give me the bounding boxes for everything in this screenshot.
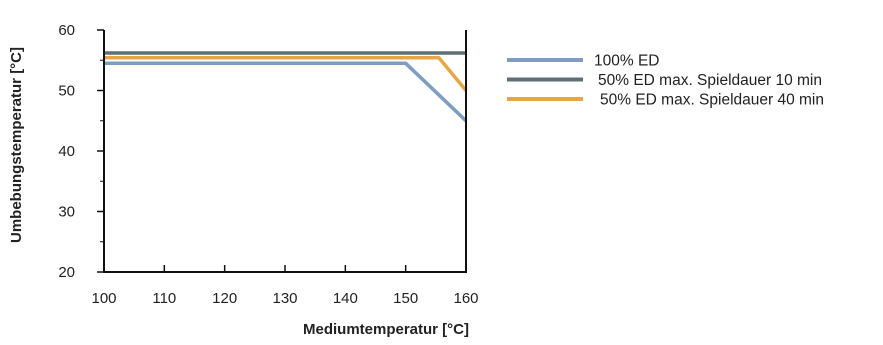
- series-layer: [104, 51, 468, 123]
- labels-layer: 20 30 40 50 60 100 110 120 130 140 150 160: [58, 22, 478, 307]
- series-line-1: [104, 61, 468, 123]
- legend-item: 50% ED max. Spieldauer 10 min: [507, 72, 822, 89]
- series-line-3: [104, 56, 468, 92]
- y-tick-label: 30: [58, 204, 75, 221]
- x-tick-label: 110: [152, 290, 176, 307]
- legend-label: 50% ED max. Spieldauer 10 min: [598, 72, 822, 89]
- y-tick-label: 50: [58, 83, 75, 100]
- ticks-layer: [97, 29, 467, 273]
- x-tick-label: 160: [453, 290, 478, 307]
- legend: 100% ED 50% ED max. Spieldauer 10 min 50% …: [507, 53, 824, 109]
- y-tick-label: 20: [58, 264, 75, 281]
- y-tick-label: 60: [58, 22, 75, 39]
- legend-label: 50% ED max. Spieldauer 40 min: [600, 92, 824, 109]
- legend-item: 100% ED: [507, 53, 659, 70]
- axes-layer: [103, 30, 467, 273]
- x-axis-title: Mediumtemperatur [°C]: [303, 321, 469, 338]
- x-tick-label: 100: [91, 290, 116, 307]
- x-tick-label: 140: [333, 290, 358, 307]
- x-tick-label: 150: [393, 290, 418, 307]
- legend-label: 100% ED: [594, 53, 659, 70]
- y-tick-label: 40: [58, 143, 75, 160]
- x-tick-label: 120: [212, 290, 237, 307]
- legend-item: 50% ED max. Spieldauer 40 min: [507, 92, 824, 109]
- x-tick-label: 130: [272, 290, 297, 307]
- y-axis-title: Umbebungstemperatur [°C]: [8, 47, 25, 243]
